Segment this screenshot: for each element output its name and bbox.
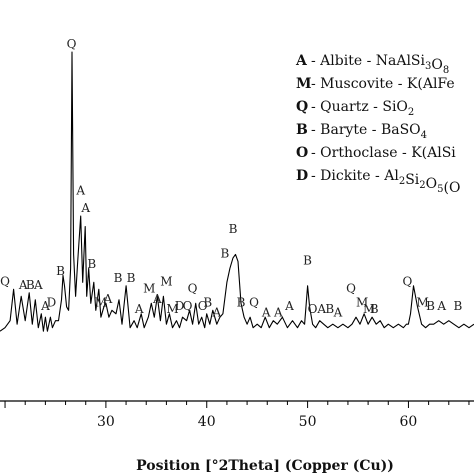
x-tick-label: 60 (399, 414, 417, 430)
x-tick-label: 50 (299, 414, 317, 430)
legend-entry: B - Baryte - BaSO4 (296, 122, 427, 141)
peak-label: A (261, 306, 271, 320)
legend-code: A (295, 53, 308, 69)
peak-label: M (416, 295, 428, 309)
legend-entry: Q - Quartz - SiO2 (296, 99, 414, 118)
peak-label: A (211, 306, 221, 320)
peak-label: A (18, 278, 28, 292)
legend-entry: A - Albite - NaAlSi3O8 (295, 53, 449, 76)
peak-label: B (453, 299, 462, 313)
legend-label: - Baryte - BaSO4 (311, 122, 427, 141)
plot-area (0, 51, 474, 332)
peak-label: B (237, 295, 246, 309)
legend-entry: D - Dickite - Al2Si2O5(O (296, 168, 460, 196)
peak-label: B (203, 295, 212, 309)
peak-label: A (284, 299, 294, 313)
peak-label: M (166, 302, 178, 316)
peak-label: Q (183, 299, 193, 313)
peak-label: Q (249, 295, 259, 309)
legend-label: - Orthoclase - K(AlSi (311, 145, 456, 161)
peak-label: O (198, 299, 208, 313)
legend-label: - Quartz - SiO2 (311, 99, 414, 118)
peak-label: A (333, 306, 343, 320)
legend-code: M (296, 76, 312, 92)
legend-entry: O - Orthoclase - K(AlSi (296, 145, 456, 161)
peak-label: O (308, 302, 318, 316)
peak-label: B (56, 264, 65, 278)
peak-label: Q (346, 281, 356, 295)
peak-label: A (40, 299, 50, 313)
peak-label: M (95, 295, 107, 309)
peak-label: A (75, 184, 85, 198)
peak-label: A (316, 302, 326, 316)
legend-code: Q (296, 99, 308, 115)
peak-label: M (363, 302, 375, 316)
legend-code: D (296, 168, 308, 184)
peak-label: Q (402, 274, 412, 288)
peak-label: D (47, 295, 57, 309)
x-tick-label: 40 (198, 414, 216, 430)
series-line-0 (0, 51, 474, 332)
peak-label: B (229, 222, 238, 236)
peak-label: A (80, 201, 90, 215)
peak-label: Q (0, 274, 10, 288)
x-axis-title: Position [°2Theta] (Copper (Cu)) (136, 458, 394, 474)
peak-label: A (436, 299, 446, 313)
legend-code: O (296, 145, 308, 161)
peak-label: B (370, 302, 379, 316)
legend-label: - Albite - NaAlSi3O8 (311, 53, 449, 76)
legend-label: - Muscovite - K(AlFe (311, 76, 455, 92)
peak-label: A (103, 292, 113, 306)
peak-label: B (325, 302, 334, 316)
peak-label: B (303, 253, 312, 267)
peak-label: Q (67, 37, 77, 51)
peak-label: Q (188, 281, 198, 295)
peak-label: A (134, 302, 144, 316)
x-axis-ticks: 30 40 50 60 (4, 401, 470, 430)
peak-label: B (87, 257, 96, 271)
peak-label: M (356, 295, 368, 309)
peak-label: D (175, 299, 185, 313)
legend-entry: M - Muscovite - K(AlFe (296, 76, 455, 92)
x-tick-label: 30 (97, 414, 115, 430)
peak-label: M (160, 274, 172, 288)
peak-label: B (114, 271, 123, 285)
peak-label: A (152, 292, 162, 306)
peak-label: B (220, 246, 229, 260)
legend-code: B (296, 122, 308, 138)
peak-label: B (26, 278, 35, 292)
legend-label: - Dickite - Al2Si2O5(O (311, 168, 460, 196)
peak-label: M (143, 281, 155, 295)
peak-label: B (127, 271, 136, 285)
peak-label: A (33, 278, 43, 292)
peak-label: A (273, 306, 283, 320)
peak-label: B (426, 299, 435, 313)
